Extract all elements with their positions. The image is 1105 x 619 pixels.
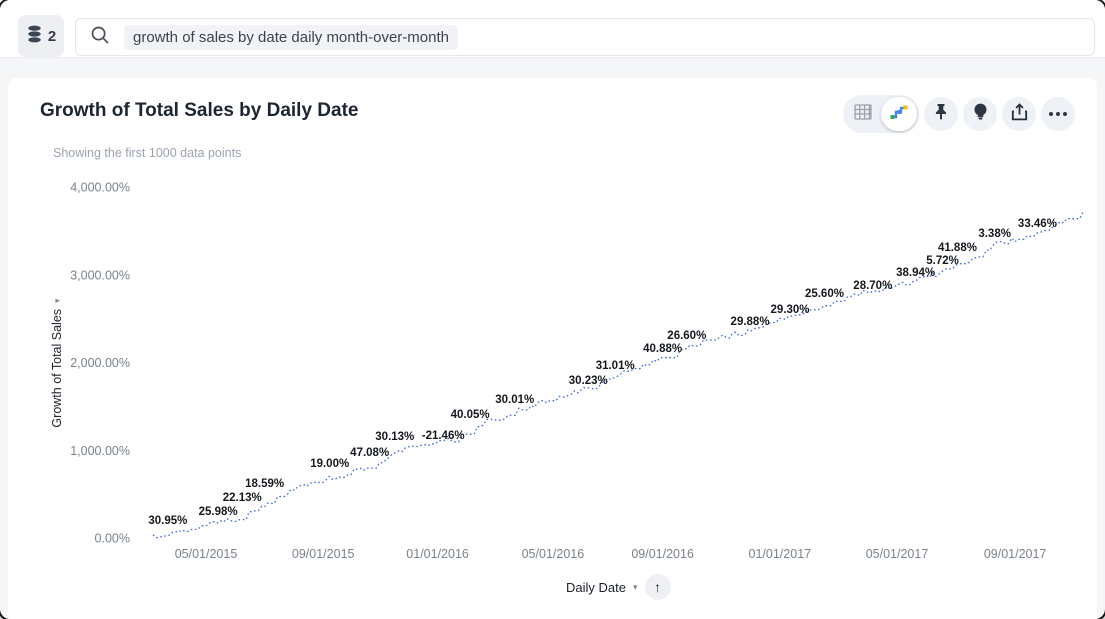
search-query-token[interactable]: growth of sales by date daily month-over…	[124, 24, 458, 50]
data-point-label: 47.08%	[350, 447, 389, 459]
axis-tick-label: 0.00%	[95, 532, 130, 546]
growth-line-chart: 0.00% 1,000.00% 2,000.00% 3,000.00% 4,000.00…	[70, 181, 1084, 561]
pin-button[interactable]	[924, 97, 958, 131]
axis-tick-label: 01/01/2016	[406, 547, 469, 561]
arrow-up-icon: ↑	[654, 579, 661, 595]
data-point-label: 30.13%	[375, 431, 414, 443]
data-point-label: 3.38%	[978, 228, 1011, 240]
caret-down-icon: ▾	[632, 581, 638, 592]
data-point-label: -21.46%	[422, 430, 465, 442]
axis-tick-label: 05/01/2017	[866, 547, 929, 561]
search-input[interactable]: growth of sales by date daily month-over…	[75, 18, 1095, 56]
data-point-label: 30.01%	[495, 394, 534, 406]
data-point-label: 18.59%	[245, 478, 284, 490]
data-point-label: 40.88%	[643, 343, 682, 355]
data-point-label: 38.94%	[896, 267, 935, 279]
lightbulb-icon	[973, 103, 988, 125]
axis-tick-label: 01/01/2017	[749, 547, 812, 561]
axis-tick-label: 09/01/2017	[984, 547, 1047, 561]
pin-icon	[933, 103, 949, 125]
data-points-note: Showing the first 1000 data points	[53, 146, 242, 160]
share-button[interactable]	[1002, 97, 1036, 131]
data-point-label: 19.00%	[310, 458, 349, 470]
data-source-count: 2	[47, 27, 57, 45]
insights-button[interactable]	[963, 97, 997, 131]
data-point-label: 26.60%	[667, 330, 706, 342]
x-axis-label: Daily Date	[566, 579, 626, 595]
more-options-button[interactable]	[1041, 97, 1075, 131]
data-point-label: 29.30%	[771, 304, 810, 316]
share-icon	[1011, 102, 1028, 126]
ellipsis-icon	[1049, 112, 1067, 116]
data-point-label: 25.60%	[805, 288, 844, 300]
axis-tick-label: 05/01/2015	[175, 547, 238, 561]
axis-tick-label: 2,000.00%	[70, 356, 130, 370]
x-axis-control[interactable]: Daily Date ▾ ↑	[566, 574, 671, 600]
data-point-label: 5.72%	[926, 255, 959, 267]
data-point-label: 40.05%	[451, 409, 490, 421]
y-axis-control[interactable]: Growth of Total Sales ▾	[38, 278, 76, 448]
view-toggle	[843, 95, 919, 133]
top-search-bar: 2 growth of sales by date daily month-ov…	[0, 0, 1105, 58]
data-point-label: 41.88%	[938, 242, 977, 254]
data-point-label: 33.46%	[1018, 218, 1057, 230]
card-toolbar	[843, 95, 1075, 133]
axis-tick-label: 09/01/2015	[292, 547, 355, 561]
data-source-selector[interactable]: 2	[18, 15, 64, 57]
database-icon	[26, 25, 43, 48]
axis-tick-label: 3,000.00%	[70, 268, 130, 282]
axis-tick-label: 1,000.00%	[70, 444, 130, 458]
page-title: Growth of Total Sales by Daily Date	[40, 100, 359, 121]
axis-tick-label: 4,000.00%	[70, 181, 130, 195]
table-icon	[854, 103, 872, 125]
chart-icon	[890, 104, 908, 125]
axis-tick-label: 05/01/2016	[522, 547, 585, 561]
data-point-label: 30.95%	[148, 515, 187, 527]
data-point-label: 29.88%	[731, 316, 770, 328]
axis-tick-label: 09/01/2016	[631, 547, 694, 561]
caret-down-icon: ▾	[51, 298, 62, 303]
search-icon	[90, 25, 110, 50]
data-point-label: 22.13%	[223, 492, 262, 504]
data-point-label: 31.01%	[596, 360, 635, 372]
growth-line-series	[152, 211, 1084, 539]
sort-ascending-button[interactable]: ↑	[644, 574, 671, 600]
data-point-label: 25.98%	[199, 506, 238, 518]
data-point-label: 28.70%	[853, 280, 892, 292]
chart-view-button[interactable]	[881, 97, 917, 131]
answer-card: Growth of Total Sales by Daily Date Show…	[8, 78, 1097, 619]
y-axis-label: Growth of Total Sales	[50, 308, 64, 428]
table-view-button[interactable]	[845, 97, 881, 131]
data-point-label: 30.23%	[569, 375, 608, 387]
